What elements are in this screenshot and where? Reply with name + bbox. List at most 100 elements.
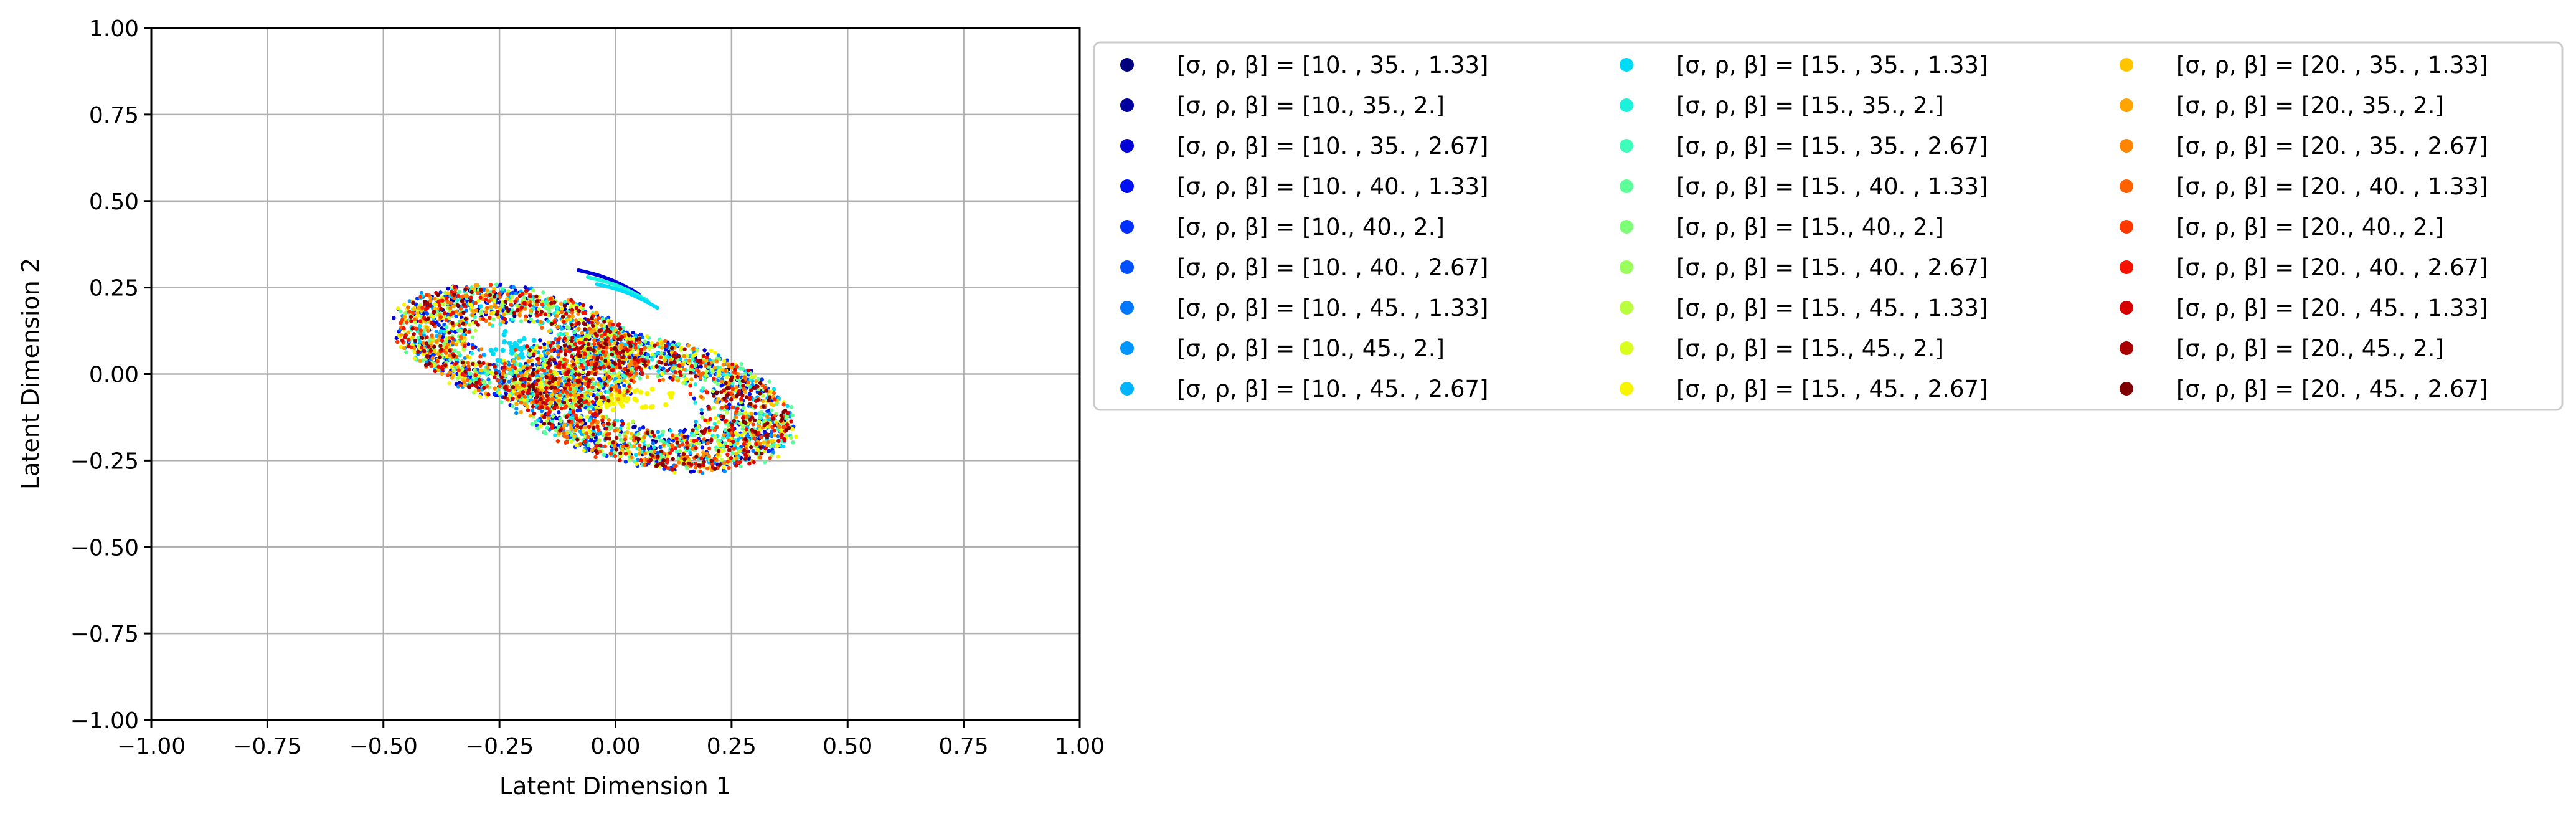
data-point [437,303,442,308]
data-point [758,427,762,432]
data-point [528,365,532,369]
data-point [562,357,567,361]
data-point [632,389,638,394]
data-point [420,336,425,340]
data-point [572,398,577,402]
data-point [412,306,417,311]
data-point [593,372,598,376]
data-point [455,298,460,303]
data-point [577,379,582,384]
data-point [514,383,519,388]
data-point [488,362,493,367]
data-point [789,419,793,424]
data-point [570,354,574,359]
data-point [627,458,631,463]
data-point [497,391,501,395]
legend-label: [σ, ρ, β] = [10. , 35. , 2.67] [1177,133,1489,159]
data-point [561,332,565,337]
data-point [712,428,717,432]
data-point [489,370,493,374]
data-point [747,397,752,401]
data-point [527,294,532,298]
data-point [588,392,593,396]
data-point [763,386,767,390]
data-point [671,374,676,379]
data-point [428,348,433,353]
data-point [695,358,699,363]
data-point [699,411,704,415]
data-point [412,317,417,322]
data-point [438,329,443,333]
data-point [461,348,466,352]
data-point [627,333,631,338]
data-point [491,290,496,294]
data-point [526,359,531,364]
data-point [615,419,620,423]
data-point [716,397,720,401]
data-point [606,417,611,422]
data-point [580,393,584,397]
legend-marker [1120,382,1134,396]
data-point [474,384,478,389]
data-point [748,388,753,392]
data-point [535,394,540,399]
data-point [498,282,502,287]
data-point [478,311,483,316]
data-point [522,377,527,381]
data-point [568,398,572,402]
data-point [567,378,571,382]
data-point [722,465,726,470]
data-point [535,356,540,361]
data-point [569,392,573,397]
data-point [544,419,549,424]
data-point [519,305,524,310]
data-point [620,346,624,351]
data-point [643,452,648,456]
data-point [540,302,544,307]
data-point [637,447,642,452]
data-point [433,306,437,311]
data-point [531,371,535,376]
data-point [489,305,493,309]
data-point [758,442,763,446]
data-point [703,377,707,382]
data-point [532,411,537,416]
data-point [512,341,518,346]
data-point [653,343,657,348]
data-point [656,430,661,434]
data-point [590,385,595,390]
data-point [429,341,433,346]
legend-item: [σ, ρ, β] = [10. , 45. , 1.33] [1120,295,1489,321]
data-point [586,363,590,367]
data-point [702,354,706,359]
data-point [673,446,677,450]
y-tick-label: 1.00 [89,16,139,42]
data-point [587,418,592,423]
data-point [572,382,577,387]
data-point [742,419,746,424]
data-point [693,465,698,470]
data-point [402,303,407,307]
data-point [575,424,580,428]
data-point [572,362,576,367]
data-point [590,316,594,321]
data-point [645,430,650,435]
data-point [629,378,633,382]
data-point [737,411,742,415]
data-point [638,376,642,381]
data-point [738,464,743,469]
data-point [735,406,740,411]
data-point [415,311,420,315]
data-point [564,404,568,409]
data-point [694,462,698,466]
data-point [651,438,656,443]
data-point [665,369,669,373]
data-point [463,344,467,348]
data-point [470,313,475,318]
y-tick-label: −0.75 [70,622,139,647]
data-point [552,406,556,410]
data-point [725,460,730,464]
data-point [549,321,554,326]
data-point [533,420,537,425]
data-point [753,379,758,384]
